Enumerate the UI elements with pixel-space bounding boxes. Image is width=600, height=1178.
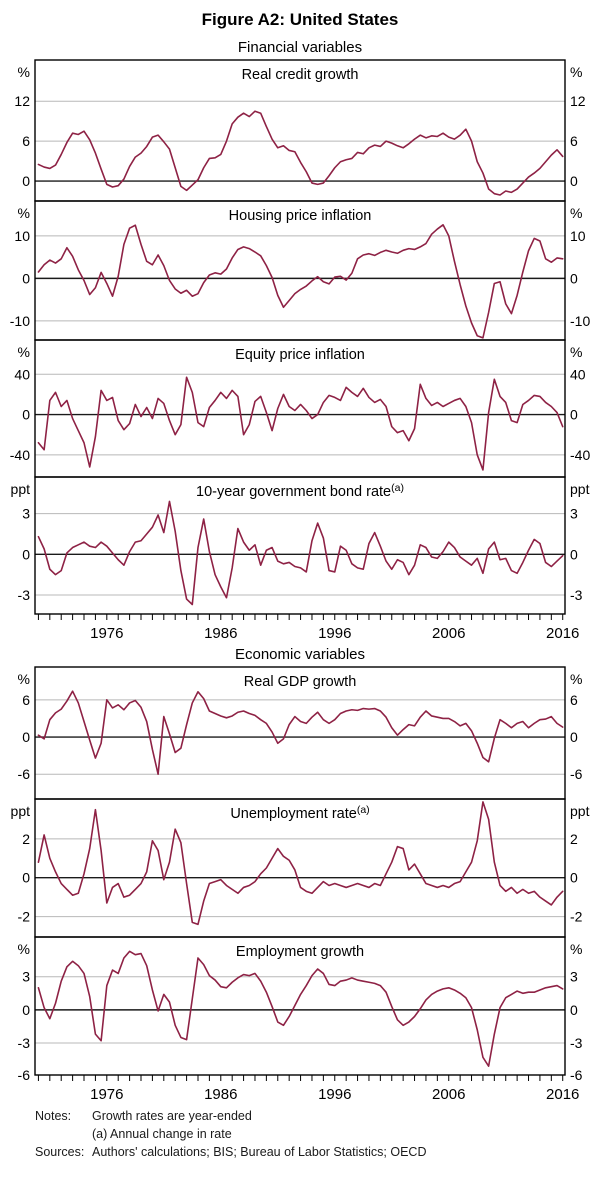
panel-title: Housing price inflation [229, 208, 372, 224]
panel-title: Unemployment rate(a) [230, 804, 369, 822]
y-tick-label-left: 3 [22, 969, 30, 985]
x-tick-label: 1996 [318, 1086, 351, 1102]
y-tick-label-left: -40 [10, 447, 30, 463]
y-tick-label-left: 12 [14, 93, 30, 109]
y-tick-label-right: 0 [570, 870, 578, 886]
y-tick-label-left: 0 [22, 870, 30, 886]
y-tick-label-right: 3 [570, 969, 578, 985]
y-tick-label-left: -6 [18, 1067, 31, 1083]
financial-variables-chart: 12 12 6 6 0 0% % Real credit growth 10 10 0 0 -10 -10… [10, 59, 590, 641]
y-tick-label-left: 0 [22, 407, 30, 423]
panel-title: Equity price inflation [235, 347, 365, 363]
notes-label-spacer [35, 1126, 92, 1144]
unit-label-right: ppt [570, 803, 590, 819]
unit-label-right: % [570, 671, 582, 687]
y-tick-label-right: 0 [570, 407, 578, 423]
y-tick-label-left: 0 [22, 173, 30, 189]
y-tick-label-left: -6 [18, 766, 31, 782]
sources-text: Authors' calculations; BIS; Bureau of La… [92, 1144, 427, 1159]
data-line [37, 500, 564, 606]
y-tick-label-left: 0 [22, 729, 30, 745]
y-tick-label-right: -3 [570, 1035, 583, 1051]
x-tick-label: 1986 [204, 1086, 237, 1102]
x-tick-label: 1976 [90, 625, 123, 641]
y-tick-label-left: -2 [18, 909, 31, 925]
unit-label-right: % [570, 205, 582, 221]
y-tick-label-right: 3 [570, 506, 578, 522]
unit-label-right: % [570, 64, 582, 80]
y-tick-label-right: 6 [570, 133, 578, 149]
unit-label-left: % [18, 941, 30, 957]
y-tick-label-left: 2 [22, 831, 30, 847]
figure-title: Figure A2: United States [201, 10, 399, 29]
y-tick-label-left: 6 [22, 692, 30, 708]
y-tick-label-right: -6 [570, 766, 583, 782]
y-tick-label-left: 10 [14, 228, 30, 244]
y-tick-label-right: 0 [570, 173, 578, 189]
x-tick-label: 1976 [90, 1086, 123, 1102]
notes-row: Notes: Growth rates are year-ended [35, 1108, 600, 1126]
y-tick-label-right: 0 [570, 1002, 578, 1018]
y-tick-label-left: 0 [22, 546, 30, 562]
unit-label-right: % [570, 344, 582, 360]
y-tick-label-left: -3 [18, 1035, 31, 1051]
data-line [37, 224, 564, 339]
y-tick-label-right: -40 [570, 447, 590, 463]
y-tick-label-right: -2 [570, 909, 583, 925]
data-line [37, 690, 564, 776]
notes-block: Notes: Growth rates are year-ended (a) A… [0, 1108, 600, 1161]
unit-label-right: % [570, 941, 582, 957]
y-tick-label-right: -10 [570, 313, 590, 329]
unit-label-left: % [18, 344, 30, 360]
x-tick-label: 2016 [546, 625, 579, 641]
y-tick-label-left: 3 [22, 506, 30, 522]
y-tick-label-left: -10 [10, 313, 30, 329]
data-line [37, 376, 564, 471]
x-tick-label: 2006 [432, 625, 465, 641]
unit-label-left: ppt [11, 803, 31, 819]
data-line [37, 801, 564, 926]
y-tick-label-right: 0 [570, 270, 578, 286]
y-tick-label-right: 0 [570, 546, 578, 562]
y-tick-label-right: 0 [570, 729, 578, 745]
y-tick-label-right: -3 [570, 587, 583, 603]
panel-title: Real credit growth [242, 67, 359, 83]
unit-label-left: % [18, 64, 30, 80]
y-tick-label-left: 40 [14, 366, 30, 382]
x-tick-label: 1986 [204, 625, 237, 641]
panel-title: 10-year government bond rate(a) [196, 482, 404, 500]
economic-variables-chart: 6 6 0 0 -6 -6% % Real GDP growth 2 2 0 0 -2 -2 ppt ppt U… [11, 666, 590, 1102]
y-tick-label-right: 6 [570, 692, 578, 708]
data-line [37, 110, 564, 196]
y-tick-label-left: 6 [22, 133, 30, 149]
panel-title: Real GDP growth [244, 674, 357, 690]
notes-line-2: (a) Annual change in rate [92, 1126, 232, 1141]
y-tick-label-right: 12 [570, 93, 586, 109]
y-tick-label-right: -6 [570, 1067, 583, 1083]
unit-label-left: % [18, 205, 30, 221]
x-tick-label: 2016 [546, 1086, 579, 1102]
unit-label-left: ppt [11, 481, 31, 497]
y-tick-label-right: 40 [570, 366, 586, 382]
unit-label-right: ppt [570, 481, 590, 497]
sources-label: Sources: [35, 1144, 85, 1159]
y-tick-label-right: 10 [570, 228, 586, 244]
panel-title: Employment growth [236, 944, 364, 960]
notes-label: Notes: [35, 1109, 72, 1123]
unit-label-left: % [18, 671, 30, 687]
notes-row: (a) Annual change in rate [35, 1126, 600, 1144]
x-tick-label: 2006 [432, 1086, 465, 1102]
data-line [37, 950, 564, 1067]
group-subtitle-financial: Financial variables [237, 39, 363, 56]
sources-row: Sources: Authors' calculations; BIS; Bur… [35, 1144, 600, 1162]
y-tick-label-left: 0 [22, 270, 30, 286]
notes-line-1: Growth rates are year-ended [92, 1109, 252, 1123]
y-tick-label-right: 2 [570, 831, 578, 847]
y-tick-label-left: -3 [18, 587, 31, 603]
x-tick-label: 1996 [318, 625, 351, 641]
group-subtitle-economic: Economic variables [234, 646, 366, 663]
y-tick-label-left: 0 [22, 1002, 30, 1018]
